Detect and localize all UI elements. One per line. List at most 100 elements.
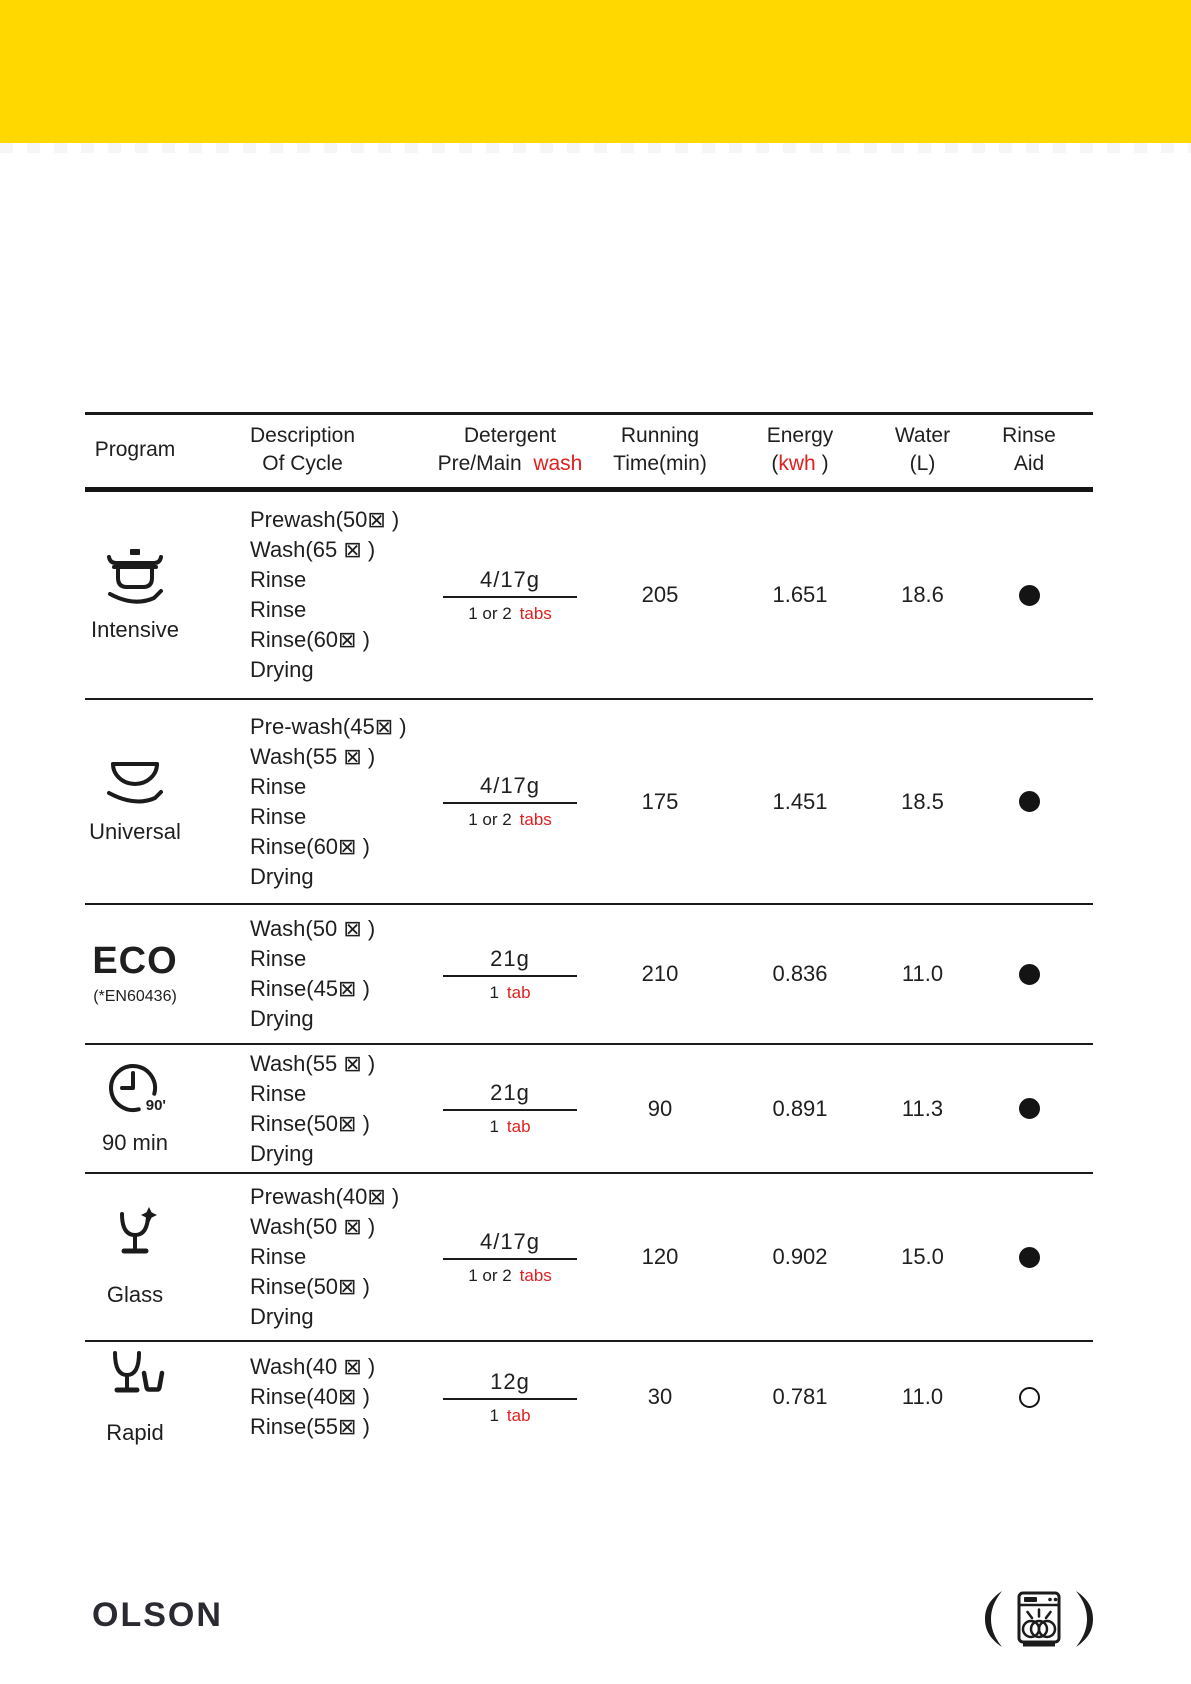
energy-value: 0.781 bbox=[772, 1384, 828, 1409]
cycle-step: Rinse(45⊠ ) bbox=[250, 976, 370, 1001]
detergent-cell: 4/17g 1 or 2 tabs bbox=[420, 1229, 600, 1286]
detergent-tabs: 1 tab bbox=[489, 1405, 531, 1425]
right-paren-icon bbox=[1073, 1590, 1093, 1653]
cycle-step: Rinse bbox=[250, 1244, 307, 1269]
cycle-step: Rinse(60⊠ ) bbox=[250, 627, 370, 652]
dishwasher-icon bbox=[985, 1590, 1093, 1653]
rinse-aid-cell bbox=[965, 1246, 1093, 1268]
detergent-tabs: 1 tab bbox=[489, 1117, 531, 1136]
rinse-aid-cell bbox=[965, 791, 1093, 812]
running-time-value: 120 bbox=[641, 1244, 679, 1269]
rinse-aid-indicator bbox=[1018, 1246, 1040, 1268]
detergent-tabs: 1 or 2 tabs bbox=[468, 810, 552, 829]
program-label: Intensive bbox=[90, 617, 180, 642]
cycle-step: Drying bbox=[250, 1304, 314, 1329]
program-cell: Glass bbox=[85, 1206, 185, 1308]
program-label: ECO bbox=[92, 939, 178, 982]
banner-torn-edge bbox=[0, 143, 1191, 153]
program-label: Glass bbox=[106, 1281, 164, 1307]
program-cell: ECO (*EN60436) bbox=[85, 939, 185, 1006]
running-time-value: 175 bbox=[641, 788, 679, 814]
detergent-cell: 21g 1 tab bbox=[420, 1080, 600, 1137]
rinse-aid-cell bbox=[965, 963, 1093, 985]
glass-icon bbox=[107, 1206, 163, 1275]
cycle-step: Drying bbox=[250, 1006, 314, 1031]
cycle-step: Prewash(40⊠ ) bbox=[250, 1184, 400, 1209]
energy-value: 0.836 bbox=[772, 961, 828, 986]
program-label: 90 min bbox=[101, 1130, 169, 1155]
header-water: Water (L) bbox=[894, 424, 951, 475]
table-row: ECO (*EN60436) Wash(50 ⊠ ) Rinse Rinse(4… bbox=[85, 903, 1093, 1043]
pot-icon bbox=[104, 547, 166, 610]
table-row: Intensive Prewash(50⊠ ) Wash(65 ⊠ ) Rins… bbox=[85, 492, 1093, 698]
dishwasher-machine-icon bbox=[1016, 1591, 1062, 1653]
program-table: Program Description Of Cycle Detergent P… bbox=[85, 412, 1093, 1452]
cycle-step: Rinse bbox=[250, 597, 307, 622]
clock-90-label: 90' bbox=[145, 1097, 166, 1114]
header-running-time: Running Time(min) bbox=[613, 424, 707, 475]
cycle-step: Wash(65 ⊠ ) bbox=[250, 537, 376, 562]
cycle-step: Drying bbox=[250, 1140, 314, 1166]
rinse-aid-indicator bbox=[1018, 584, 1040, 606]
table-row: Rapid Wash(40 ⊠ ) Rinse(40⊠ ) Rinse(55⊠ … bbox=[85, 1340, 1093, 1452]
cycle-step: Rinse(50⊠ ) bbox=[250, 1110, 370, 1136]
cycle-step: Wash(55 ⊠ ) bbox=[250, 743, 376, 769]
cycle-description: Prewash(50⊠ ) Wash(65 ⊠ ) Rinse Rinse Ri… bbox=[185, 505, 420, 685]
rinse-aid-cell bbox=[965, 584, 1093, 606]
header-detergent: Detergent Pre/Main wash bbox=[437, 424, 583, 475]
cycle-step: Rinse bbox=[250, 773, 307, 799]
water-value: 18.5 bbox=[901, 788, 944, 814]
cycle-step: Pre-wash(45⊠ ) bbox=[250, 713, 407, 739]
program-label: Rapid bbox=[106, 1419, 164, 1445]
program-cell: Universal bbox=[85, 758, 185, 845]
cycle-description: Prewash(40⊠ ) Wash(50 ⊠ ) Rinse Rinse(50… bbox=[185, 1182, 420, 1332]
cycle-step: Rinse bbox=[250, 946, 307, 971]
detergent-tabs: 1 or 2 tabs bbox=[468, 603, 552, 623]
cycle-step: Drying bbox=[250, 863, 314, 889]
table-row: Universal Pre-wash(45⊠ ) Wash(55 ⊠ ) Rin… bbox=[85, 698, 1093, 903]
yellow-banner bbox=[0, 0, 1191, 143]
detergent-amount: 4/17g bbox=[443, 567, 577, 598]
cycle-description: Wash(50 ⊠ ) Rinse Rinse(45⊠ ) Drying bbox=[185, 914, 420, 1034]
water-value: 18.6 bbox=[901, 582, 944, 607]
program-standard-note: (*EN60436) bbox=[93, 987, 177, 1005]
table-row: Glass Prewash(40⊠ ) Wash(50 ⊠ ) Rinse Ri… bbox=[85, 1172, 1093, 1340]
detergent-cell: 21g 1 tab bbox=[420, 946, 600, 1003]
program-cell: 90' 90 min bbox=[85, 1061, 185, 1156]
cycle-step: Rinse bbox=[250, 567, 307, 592]
water-value: 11.3 bbox=[901, 1095, 944, 1121]
detergent-tabs: 1 tab bbox=[489, 982, 531, 1002]
cycle-description: Wash(40 ⊠ ) Rinse(40⊠ ) Rinse(55⊠ ) bbox=[185, 1352, 420, 1442]
cycle-description: Pre-wash(45⊠ ) Wash(55 ⊠ ) Rinse Rinse R… bbox=[185, 712, 420, 892]
detergent-amount: 12g bbox=[443, 1369, 577, 1400]
table-header-row: Program Description Of Cycle Detergent P… bbox=[85, 415, 1093, 492]
energy-value: 1.651 bbox=[772, 582, 828, 607]
header-energy: Energy (kwh ) bbox=[766, 424, 834, 475]
water-value: 15.0 bbox=[901, 1244, 944, 1269]
header-program: Program bbox=[94, 438, 176, 461]
program-label: Universal bbox=[89, 819, 181, 844]
detergent-cell: 4/17g 1 or 2 tabs bbox=[420, 773, 600, 830]
cycle-step: Rinse bbox=[250, 1080, 307, 1106]
detergent-cell: 12g 1 tab bbox=[420, 1369, 600, 1426]
header-rinse-aid: Rinse Aid bbox=[1002, 424, 1056, 475]
cycle-step: Rinse(50⊠ ) bbox=[250, 1274, 370, 1299]
cycle-step: Rinse(55⊠ ) bbox=[250, 1414, 370, 1439]
cycle-description: Wash(55 ⊠ ) Rinse Rinse(50⊠ ) Drying bbox=[185, 1049, 420, 1169]
cycle-step: Wash(40 ⊠ ) bbox=[250, 1354, 376, 1379]
detergent-amount: 4/17g bbox=[443, 773, 577, 804]
detergent-cell: 4/17g 1 or 2 tabs bbox=[420, 567, 600, 624]
cycle-step: Rinse bbox=[250, 803, 307, 829]
cycle-step: Rinse(60⊠ ) bbox=[250, 833, 370, 859]
program-cell: Intensive bbox=[85, 547, 185, 643]
energy-value: 1.451 bbox=[772, 788, 828, 814]
water-value: 11.0 bbox=[901, 1384, 944, 1409]
rinse-aid-indicator bbox=[1018, 1386, 1040, 1408]
rinse-aid-cell bbox=[965, 1098, 1093, 1119]
left-paren-icon bbox=[985, 1590, 1005, 1653]
detergent-tabs: 1 or 2 tabs bbox=[468, 1265, 552, 1285]
rapid-glasses-icon bbox=[102, 1349, 168, 1413]
running-time-value: 205 bbox=[641, 582, 679, 607]
cycle-step: Wash(50 ⊠ ) bbox=[250, 1214, 376, 1239]
cycle-step: Rinse(40⊠ ) bbox=[250, 1384, 370, 1409]
